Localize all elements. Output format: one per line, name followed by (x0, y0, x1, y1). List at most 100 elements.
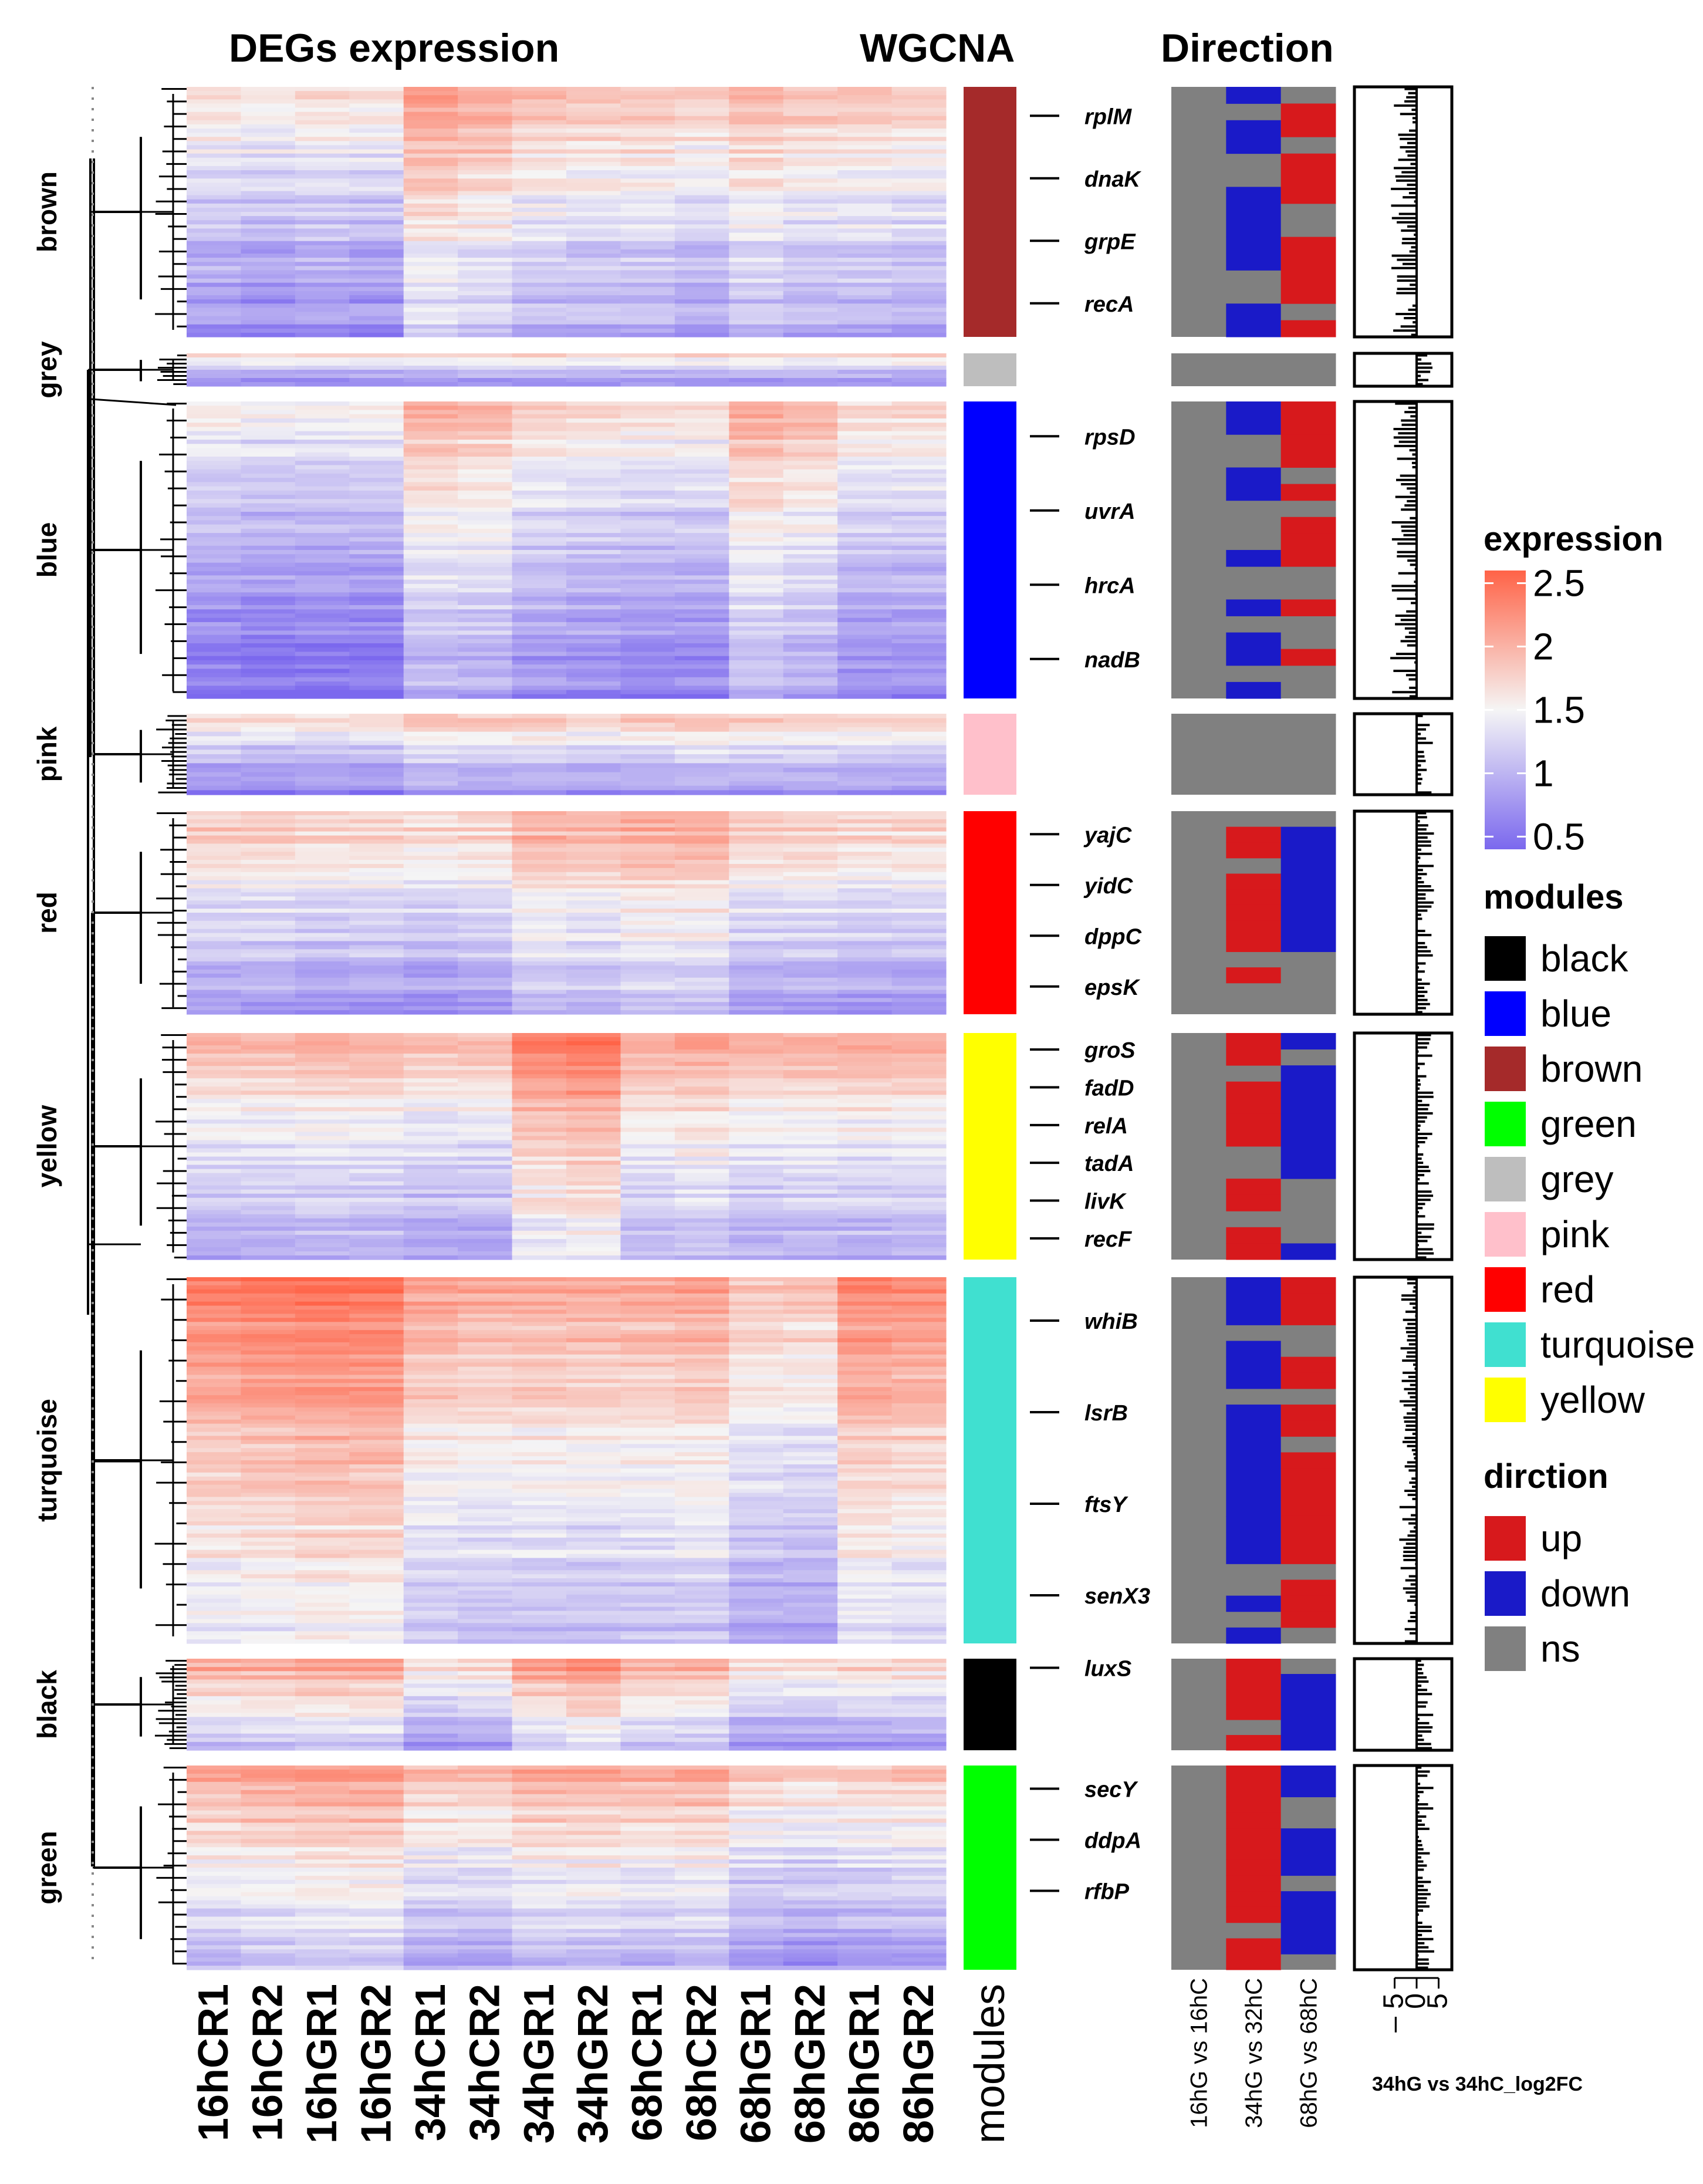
heatmap-cell (891, 1006, 947, 1011)
heatmap-cell (837, 249, 893, 254)
heatmap-cell (241, 785, 296, 791)
heatmap-cell (512, 763, 567, 768)
heatmap-cell (674, 149, 729, 154)
heatmap-cell (458, 249, 513, 254)
heatmap-cell (458, 524, 513, 529)
heatmap-cell (837, 469, 893, 474)
heatmap-cell (620, 511, 675, 517)
heatmap-cell (295, 1002, 350, 1007)
heatmap-cell (241, 673, 296, 678)
heatmap-cell (837, 622, 893, 627)
heatmap-cell (729, 945, 784, 950)
heatmap-cell (295, 605, 350, 610)
heatmap-cell (241, 1033, 296, 1038)
heatmap-cell (241, 727, 296, 732)
heatmap-cell (837, 112, 893, 117)
heatmap-cell (403, 686, 458, 691)
heatmap-cell (295, 550, 350, 555)
heatmap-cell (729, 452, 784, 457)
heatmap-cell (295, 133, 350, 137)
heatmap-cell (674, 669, 729, 674)
heatmap-cell (512, 1002, 567, 1007)
heatmap-cell (837, 1566, 893, 1571)
heatmap-cell (458, 107, 513, 113)
heatmap-cell (187, 1395, 242, 1400)
heatmap-cell (566, 166, 621, 171)
heatmap-cell (512, 617, 567, 623)
heatmap-cell (837, 324, 893, 329)
heatmap-cell (458, 440, 513, 444)
heatmap-cell (241, 495, 296, 499)
heatmap-cell (837, 1297, 893, 1302)
heatmap-cell (458, 1480, 513, 1486)
heatmap-cell (241, 1322, 296, 1326)
heatmap-cell (349, 456, 404, 461)
heatmap-cell (837, 758, 893, 764)
heatmap-cell (349, 1545, 404, 1551)
heatmap-cell (891, 1066, 947, 1071)
heatmap-cell (783, 777, 838, 782)
heatmap-cell (187, 1493, 242, 1497)
heatmap-cell (729, 1160, 784, 1166)
heatmap-cell (187, 1210, 242, 1215)
heatmap-cell (187, 558, 242, 563)
heatmap-cell (512, 362, 567, 366)
heatmap-cell (783, 1570, 838, 1575)
heatmap-cell (783, 1513, 838, 1518)
heatmap-cell (620, 686, 675, 691)
heatmap-cell (837, 1484, 893, 1490)
heatmap-cell (458, 1136, 513, 1141)
heatmap-cell (295, 1326, 350, 1331)
heatmap-cell (241, 852, 296, 856)
heatmap-cell (729, 686, 784, 691)
heatmap-cell (674, 423, 729, 427)
heatmap-cell (783, 750, 838, 755)
heatmap-cell (674, 579, 729, 585)
heatmap-cell (241, 469, 296, 474)
heatmap-cell (241, 831, 296, 836)
heatmap-cell (620, 1427, 675, 1433)
heatmap-cell (891, 191, 947, 196)
heatmap-cell (295, 823, 350, 828)
heatmap-cell (512, 575, 567, 580)
heatmap-cell (295, 1148, 350, 1153)
heatmap-cell (403, 754, 458, 759)
heatmap-cell (729, 431, 784, 436)
heatmap-cell (458, 1006, 513, 1011)
heatmap-cell (837, 579, 893, 585)
heatmap-cell (891, 195, 947, 200)
heatmap-cell (674, 694, 729, 699)
heatmap-cell (241, 1452, 296, 1457)
heatmap-cell (891, 1488, 947, 1494)
heatmap-cell (512, 401, 567, 406)
heatmap-cell (295, 892, 350, 897)
heatmap-cell (729, 1403, 784, 1408)
heatmap-cell (837, 1201, 893, 1207)
heatmap-cell (187, 916, 242, 921)
heatmap-cell (187, 1513, 242, 1518)
heatmap-cell (837, 1070, 893, 1075)
heatmap-cell (512, 129, 567, 133)
heatmap-cell (241, 913, 296, 917)
heatmap-cell (729, 1309, 784, 1314)
heatmap-cell (620, 714, 675, 719)
heatmap-cell (241, 456, 296, 461)
heatmap-cell (566, 1033, 621, 1038)
heatmap-cell (837, 456, 893, 461)
heatmap-cell (729, 1297, 784, 1302)
heatmap-cell (349, 1115, 404, 1120)
heatmap-cell (349, 1554, 404, 1558)
heatmap-cell (837, 1338, 893, 1343)
heatmap-cell (349, 1119, 404, 1124)
heatmap-cell (349, 981, 404, 987)
heatmap-cell (783, 1411, 838, 1416)
heatmap-cell (241, 1387, 296, 1392)
heatmap-cell (295, 410, 350, 415)
heatmap-cell (837, 848, 893, 852)
heatmap-cell (187, 937, 242, 942)
heatmap-cell (349, 1379, 404, 1383)
heatmap-cell (566, 461, 621, 466)
heatmap-cell (674, 758, 729, 764)
heatmap-cell (783, 1371, 838, 1375)
heatmap-cell (783, 856, 838, 860)
